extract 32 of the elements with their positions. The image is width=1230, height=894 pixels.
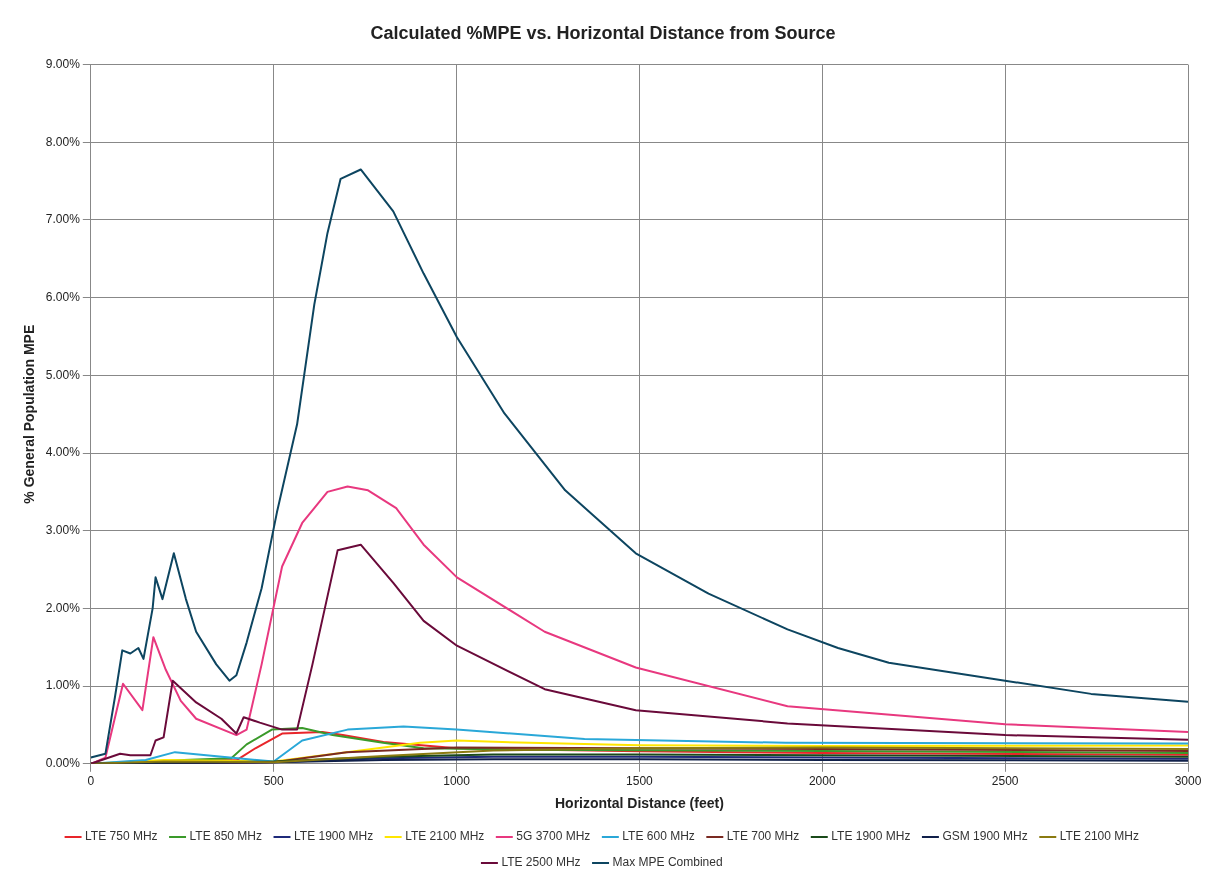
- x-tick-label: 2000: [808, 774, 836, 789]
- y-tick-label: 9.00%: [45, 56, 81, 71]
- legend-label: Max MPE Combined: [612, 855, 723, 870]
- legend-label: LTE 1900 MHz: [831, 829, 911, 844]
- x-tick-label: 3000: [1174, 774, 1202, 789]
- chart-title: Calculated %MPE vs. Horizontal Distance from Source: [370, 22, 836, 43]
- legend-label: LTE 2100 MHz: [1059, 829, 1139, 844]
- y-axis-title: % General Population MPE: [21, 324, 38, 504]
- legend-label: LTE 1900 MHz: [294, 829, 374, 844]
- y-tick-label: 1.00%: [45, 678, 81, 693]
- y-tick-label: 6.00%: [45, 289, 81, 304]
- y-tick-label: 3.00%: [45, 523, 81, 538]
- x-tick-label: 500: [263, 774, 285, 789]
- y-tick-label: 8.00%: [45, 134, 81, 149]
- x-tick-label: 2500: [991, 774, 1019, 789]
- x-axis-title: Horizontal Distance (feet): [555, 795, 724, 812]
- x-tick-label: 1500: [626, 774, 654, 789]
- y-tick-label: 5.00%: [45, 367, 81, 382]
- y-tick-label: 4.00%: [45, 445, 81, 460]
- legend-label: GSM 1900 MHz: [942, 829, 1028, 844]
- y-tick-label: 0.00%: [45, 756, 81, 771]
- legend-label: 5G 3700 MHz: [516, 829, 591, 844]
- legend-label: LTE 750 MHz: [85, 829, 158, 844]
- y-tick-label: 2.00%: [45, 600, 81, 615]
- legend-label: LTE 600 MHz: [622, 829, 695, 844]
- legend-label: LTE 850 MHz: [189, 829, 263, 844]
- legend-label: LTE 700 MHz: [726, 829, 800, 844]
- legend-label: LTE 2500 MHz: [501, 855, 581, 870]
- x-tick-label: 0: [87, 774, 95, 789]
- y-tick-label: 7.00%: [45, 212, 81, 227]
- x-tick-label: 1000: [443, 774, 471, 789]
- legend-label: LTE 2100 MHz: [405, 829, 485, 844]
